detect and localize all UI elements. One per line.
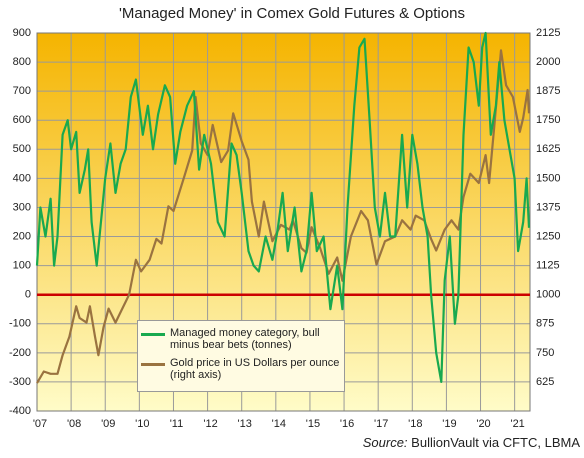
y-tick-label: -400 (9, 405, 31, 417)
x-tick-label: '19 (442, 418, 456, 430)
y-tick-label: 400 (13, 172, 31, 184)
y-tick-label: 300 (13, 201, 31, 213)
x-tick-label: '20 (476, 418, 490, 430)
x-tick-label: '14 (272, 418, 286, 430)
y-tick-label: 900 (13, 27, 31, 39)
y-tick-label: 600 (13, 114, 31, 126)
y2-tick-label: 1125 (536, 260, 560, 272)
x-tick-label: '07 (33, 418, 47, 430)
y-tick-label: 800 (13, 56, 31, 68)
legend-label: Managed money category, bull minus bear … (170, 327, 320, 351)
series-line (35, 31, 531, 383)
y2-tick-label: 1500 (536, 172, 560, 184)
legend-swatch (141, 363, 165, 366)
x-tick-label: '12 (203, 418, 217, 430)
x-tick-label: '16 (340, 418, 354, 430)
y2-tick-label: 2000 (536, 56, 560, 68)
x-tick-label: '10 (135, 418, 149, 430)
y-tick-label: -200 (9, 347, 31, 359)
legend-swatch (141, 333, 165, 336)
x-tick-label: '11 (170, 418, 184, 430)
y2-tick-label: 1000 (536, 289, 560, 301)
y-tick-label: -100 (9, 318, 31, 330)
legend-item: Gold price in US Dollars per ounce (righ… (141, 357, 341, 381)
legend-item: Managed money category, bull minus bear … (141, 327, 341, 351)
x-tick-label: '08 (67, 418, 81, 430)
source-label: Source: (363, 435, 408, 450)
y2-tick-label: 875 (536, 318, 554, 330)
x-tick-label: '18 (408, 418, 422, 430)
chart-title: 'Managed Money' in Comex Gold Futures & … (119, 5, 465, 22)
y2-tick-label: 2125 (536, 27, 560, 39)
plot-border (36, 32, 531, 412)
y-tick-label: 100 (13, 260, 31, 272)
x-tick-label: '15 (306, 418, 320, 430)
y2-tick-label: 625 (536, 376, 554, 388)
x-tick-label: '21 (510, 418, 524, 430)
source: Source: BullionVault via CFTC, LBMA (363, 435, 581, 450)
x-tick-label: '09 (101, 418, 115, 430)
y2-tick-label: 1875 (536, 85, 560, 97)
y-tick-label: -300 (9, 376, 31, 388)
x-tick-label: '13 (238, 418, 252, 430)
y2-tick-label: 1250 (536, 230, 560, 242)
y-tick-label: 200 (13, 230, 31, 242)
y2-tick-label: 1750 (536, 114, 560, 126)
y2-tick-label: 1625 (536, 143, 560, 155)
x-tick-label: '17 (374, 418, 388, 430)
y-tick-label: 0 (25, 289, 31, 301)
legend: Managed money category, bull minus bear … (137, 320, 345, 392)
y-tick-label: 500 (13, 143, 31, 155)
y2-tick-label: 750 (536, 347, 554, 359)
y-tick-label: 700 (13, 85, 31, 97)
legend-label: Gold price in US Dollars per ounce (righ… (170, 357, 340, 381)
y2-tick-label: 1375 (536, 201, 560, 213)
source-text: BullionVault via CFTC, LBMA (411, 435, 580, 450)
